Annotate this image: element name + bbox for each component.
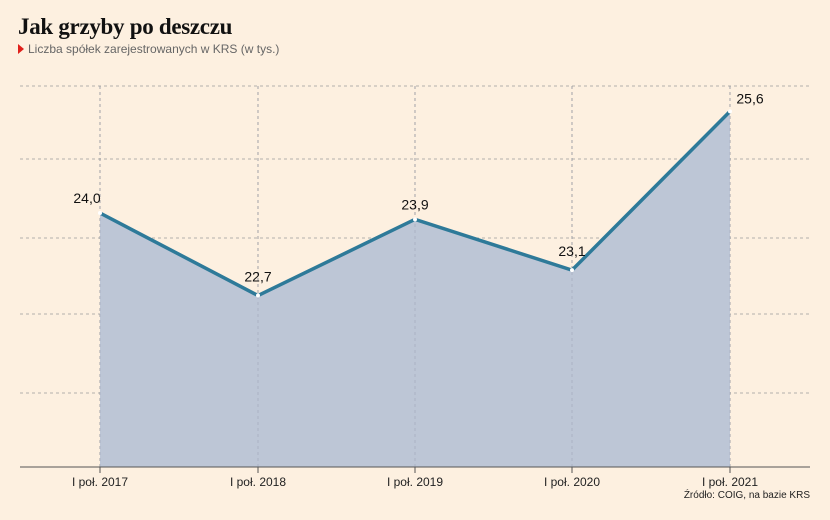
subtitle-text: Liczba spółek zarejestrowanych w KRS (w … (28, 42, 280, 56)
area-fill (100, 111, 730, 468)
data-point (413, 217, 417, 222)
x-tick-label: I poł. 2019 (387, 475, 443, 489)
source-note: Źródło: COIG, na bazie KRS (683, 490, 810, 501)
x-tick-label: I poł. 2021 (702, 475, 758, 489)
data-label: 24,0 (73, 190, 100, 206)
chart-subtitle: Liczba spółek zarejestrowanych w KRS (w … (18, 42, 279, 56)
data-label: 25,6 (736, 90, 763, 106)
x-tick-label: I poł. 2018 (230, 475, 286, 489)
data-point (98, 211, 102, 215)
chart-title: Jak grzyby po deszczu (18, 14, 233, 39)
x-tick-label: I poł. 2017 (72, 475, 128, 489)
data-point (728, 109, 732, 114)
data-label: 22,7 (244, 269, 271, 285)
x-tick-label: I poł. 2020 (544, 475, 600, 489)
data-point (256, 293, 260, 298)
data-point (570, 268, 574, 273)
triangle-marker-icon (18, 44, 24, 54)
data-label: 23,9 (401, 196, 428, 212)
data-label: 23,1 (558, 243, 585, 259)
